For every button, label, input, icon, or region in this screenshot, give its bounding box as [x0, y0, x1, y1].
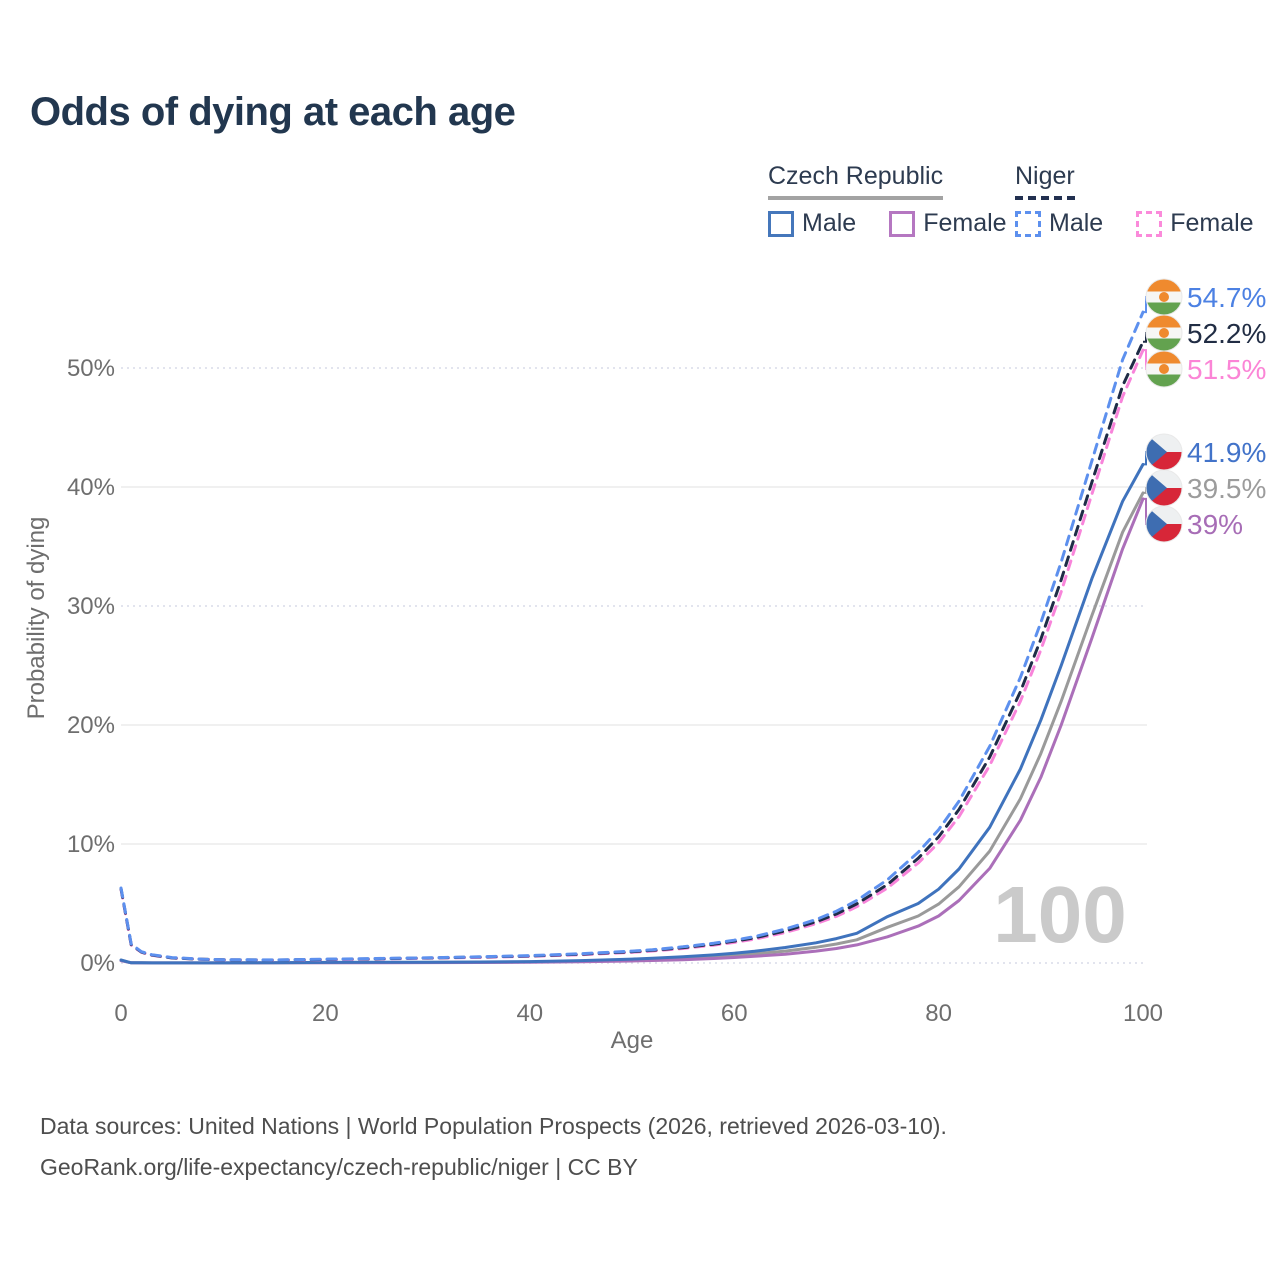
niger-male-swatch-icon	[1015, 210, 1041, 237]
czech-male-swatch-icon	[768, 210, 794, 237]
niger-flag-icon	[1145, 314, 1183, 352]
y-axis-title: Probability of dying	[23, 517, 50, 720]
czech-female-swatch-icon	[889, 210, 916, 237]
y-tick-label-50: 50%	[67, 355, 115, 382]
x-tick-label-0: 0	[114, 1000, 127, 1027]
footer-attribution[interactable]: GeoRank.org/life-expectancy/czech-republ…	[40, 1154, 638, 1180]
end-value-label-niger-male: 54.7%	[1187, 282, 1266, 313]
niger-female-swatch-icon	[1136, 210, 1163, 237]
x-tick-label-20: 20	[312, 1000, 339, 1027]
czech-flag-icon	[1145, 469, 1183, 507]
x-tick-label-40: 40	[516, 1000, 543, 1027]
footer-data-sources: Data sources: United Nations | World Pop…	[40, 1113, 947, 1139]
x-tick-label-100: 100	[1123, 1000, 1163, 1027]
niger-flag-icon	[1145, 350, 1183, 388]
x-tick-label-60: 60	[721, 1000, 748, 1027]
page-title: Odds of dying at each age	[30, 90, 516, 134]
end-value-label-czech-male: 41.9%	[1187, 437, 1266, 468]
y-tick-label-40: 40%	[67, 474, 115, 501]
end-value-label-niger-female: 51.5%	[1187, 354, 1266, 385]
legend-group-niger: Niger Male Female	[1015, 162, 1280, 238]
legend-label-niger-female: Female	[1170, 209, 1254, 237]
legend-item-czech-male[interactable]: Male	[768, 209, 856, 238]
niger-flag-icon	[1145, 278, 1183, 316]
legend-label-czech-male: Male	[802, 209, 857, 237]
series-line-czech-male[interactable]	[119, 462, 1145, 965]
legend-label-niger-male: Male	[1049, 209, 1104, 237]
czech-flag-icon	[1145, 433, 1183, 471]
legend-item-czech-female[interactable]: Female	[889, 209, 1007, 238]
x-tick-label-80: 80	[925, 1000, 952, 1027]
legend-label-czech-female: Female	[923, 209, 1007, 237]
end-value-label-czech-female: 39%	[1187, 509, 1243, 540]
series-line-czech-female[interactable]	[119, 497, 1145, 965]
legend-group-czech: Czech Republic Male Female	[768, 162, 1040, 238]
footer: Data sources: United Nations | World Pop…	[40, 1106, 947, 1188]
series-line-niger-male[interactable]	[119, 310, 1145, 962]
legend-country-czech[interactable]: Czech Republic	[768, 162, 944, 200]
legend-item-niger-male[interactable]: Male	[1015, 209, 1103, 238]
end-value-label-niger-both: 52.2%	[1187, 318, 1266, 349]
legend-country-niger[interactable]: Niger	[1015, 162, 1075, 200]
age-counter-watermark: 100	[993, 870, 1126, 959]
y-tick-label-0: 0%	[80, 950, 115, 977]
end-value-label-czech-both: 39.5%	[1187, 473, 1266, 504]
y-tick-label-20: 20%	[67, 712, 115, 739]
x-axis-title: Age	[611, 1027, 654, 1054]
legend-item-niger-female[interactable]: Female	[1136, 209, 1254, 238]
czech-flag-icon	[1145, 505, 1183, 543]
y-tick-label-10: 10%	[67, 831, 115, 858]
y-tick-label-30: 30%	[67, 593, 115, 620]
series-line-czech-both[interactable]	[119, 491, 1145, 965]
